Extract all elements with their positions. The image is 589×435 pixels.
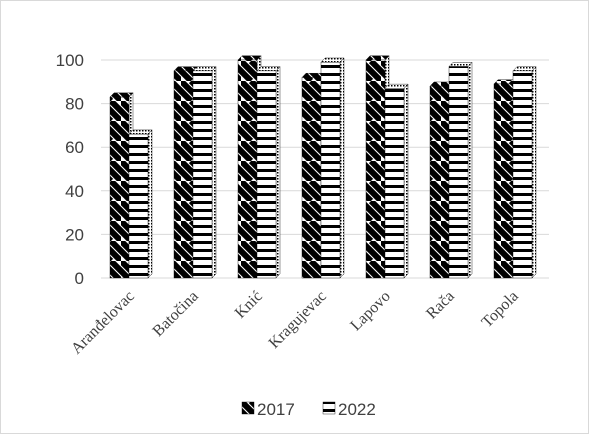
- legend-label: 2017: [257, 400, 295, 419]
- bar-2022: [512, 66, 537, 279]
- y-tick-label: 60: [65, 138, 84, 157]
- legend-swatch: [322, 401, 336, 415]
- x-category-label: Batočina: [150, 288, 202, 340]
- legend-item-2022: 2022: [322, 400, 376, 419]
- x-category-label: Lapovo: [347, 288, 394, 335]
- bar-2022: [192, 66, 217, 279]
- x-axis: Aranđelovac Batočina Knić Kragujevac Lapovo R…: [68, 288, 522, 358]
- legend: 2017 2022: [241, 400, 376, 419]
- bar-2022: [128, 129, 153, 279]
- legend-label: 2022: [338, 400, 376, 419]
- y-tick-label: 100: [56, 51, 84, 70]
- x-category-label: Rača: [423, 288, 458, 323]
- bar-2022: [256, 66, 281, 279]
- legend-swatch: [241, 401, 255, 415]
- x-category-label: Aranđelovac: [68, 288, 138, 358]
- y-tick-label: 0: [75, 269, 84, 288]
- x-category-label: Knić: [232, 288, 266, 322]
- x-category-label: Kragujevac: [266, 288, 330, 352]
- legend-item-2017: 2017: [241, 400, 295, 419]
- y-axis: 0 20 40 60 80 100: [56, 51, 84, 288]
- y-tick-label: 20: [65, 225, 84, 244]
- x-category-label: Topola: [479, 288, 522, 331]
- bars: [109, 55, 537, 279]
- y-tick-label: 40: [65, 182, 84, 201]
- y-tick-label: 80: [65, 95, 84, 114]
- bar-2022: [448, 61, 473, 279]
- bar-2022: [384, 83, 409, 279]
- bar-2022: [320, 57, 345, 279]
